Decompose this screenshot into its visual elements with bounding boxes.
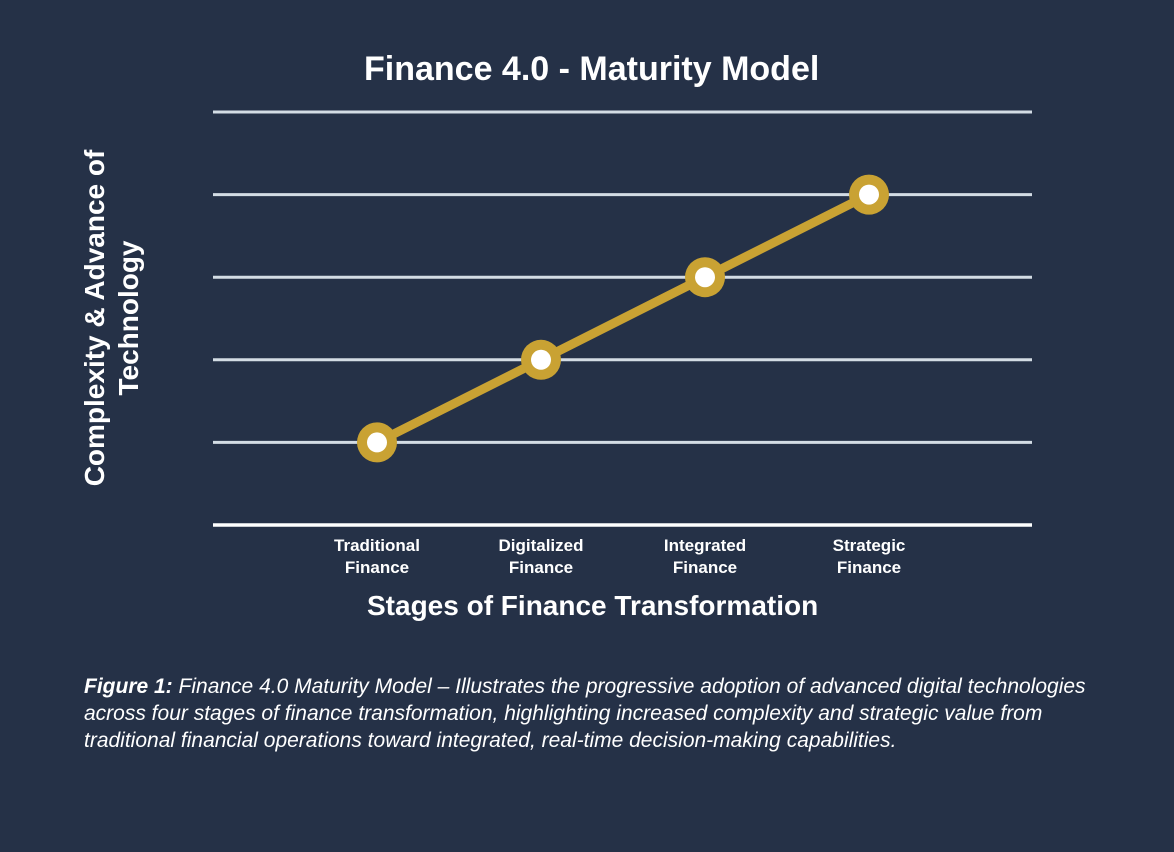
x-tick-line: Finance <box>836 558 902 577</box>
line-chart <box>213 110 1032 527</box>
data-point-marker <box>685 257 725 298</box>
gridlines <box>213 110 1032 444</box>
y-axis-label: Complexity & Advance of Technology <box>78 150 146 487</box>
caption-text: Finance 4.0 Maturity Model – Illustrates… <box>84 675 1086 752</box>
data-point-marker <box>521 339 561 380</box>
x-tick-line: Digitalized <box>498 536 584 555</box>
y-axis-label-line-2: Technology <box>113 240 144 396</box>
x-axis-label-text: Stages of Finance Transformation <box>367 590 819 621</box>
x-tick-digitalized-finance: Digitalized Finance <box>471 535 611 579</box>
figure-caption: Figure 1: Finance 4.0 Maturity Model – I… <box>84 673 1094 754</box>
x-tick-line: Strategic <box>832 536 906 555</box>
data-point-marker <box>357 422 397 463</box>
x-tick-line: Finance <box>344 558 410 577</box>
x-tick-line: Finance <box>508 558 574 577</box>
x-tick-line: Finance <box>672 558 738 577</box>
data-markers <box>357 174 889 463</box>
x-tick-line: Traditional <box>334 536 420 555</box>
x-tick-line: Integrated <box>663 536 747 555</box>
chart-title-text: Finance 4.0 - Maturity Model <box>364 50 820 88</box>
y-axis-label-line-1: Complexity & Advance of <box>79 149 110 487</box>
x-tick-strategic-finance: Strategic Finance <box>799 535 939 579</box>
x-tick-integrated-finance: Integrated Finance <box>635 535 775 579</box>
caption-label: Figure 1: <box>84 675 173 698</box>
x-tick-traditional-finance: Traditional Finance <box>307 535 447 579</box>
data-point-marker <box>849 174 889 215</box>
series-line <box>374 190 872 447</box>
